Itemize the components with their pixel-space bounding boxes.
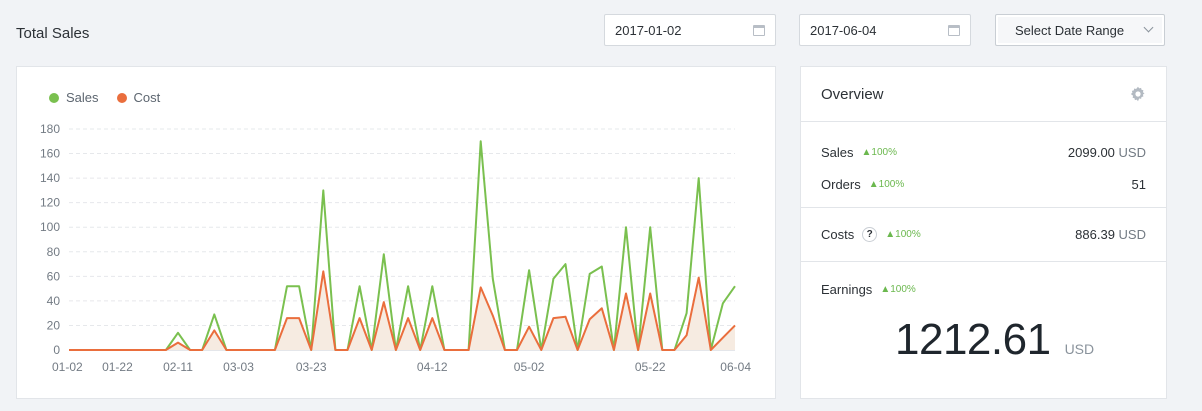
costs-help-icon[interactable]: ? [862, 227, 878, 242]
gear-icon[interactable] [1130, 86, 1146, 102]
legend-item-sales[interactable]: Sales [49, 90, 99, 105]
legend-label-sales: Sales [66, 90, 99, 105]
x-tick-label: 01-22 [102, 360, 133, 374]
costs-value: 886.39 [1075, 227, 1115, 242]
overview-row-costs: Costs ? ▲100% 886.39 USD [801, 227, 1166, 242]
y-tick-label: 120 [40, 196, 60, 210]
legend-dot-cost [116, 92, 127, 103]
x-tick-label: 01-02 [52, 360, 83, 374]
orders-change-badge: ▲100% [868, 178, 905, 190]
orders-label: Orders [821, 176, 861, 192]
y-tick-label: 20 [47, 318, 61, 332]
costs-change-badge: ▲100% [885, 229, 921, 240]
x-tick-label: 02-11 [163, 360, 193, 374]
earnings-unit: USD [1064, 341, 1095, 357]
y-tick-label: 180 [40, 122, 60, 136]
chart-legend: Sales Cost [49, 90, 160, 105]
orders-value: 51 [1131, 176, 1146, 192]
x-tick-label: 06-04 [720, 360, 751, 374]
date-range-select[interactable]: Select Date Range [995, 14, 1165, 46]
overview-card: Overview Sales ▲100% 2099.00 USD Orders … [800, 66, 1167, 399]
sales-change-badge: ▲100% [861, 146, 898, 158]
overview-row-earnings: Earnings ▲100% [801, 262, 1166, 316]
calendar-icon[interactable] [948, 24, 960, 36]
sales-line-chart: 0 20 40 60 80 100 120 140 160 180 01-02 01-22 02-11 0… [40, 122, 751, 374]
y-tick-label: 140 [40, 171, 60, 185]
chevron-down-icon [1143, 22, 1154, 33]
y-tick-label: 80 [47, 245, 61, 259]
sales-value: 2099.00 [1067, 144, 1115, 160]
sales-label: Sales [821, 144, 854, 160]
costs-unit: USD [1118, 227, 1146, 242]
legend-item-cost[interactable]: Cost [116, 90, 161, 105]
x-tick-label: 05-22 [635, 360, 666, 374]
y-tick-label: 40 [47, 294, 61, 308]
earnings-total: 1212.61 USD [895, 315, 1094, 365]
x-tick-label: 04-12 [417, 360, 448, 374]
series-line-cost [69, 270, 736, 351]
earnings-label: Earnings [821, 281, 873, 297]
sales-unit: USD [1118, 144, 1146, 160]
legend-dot-sales [49, 92, 59, 103]
x-tick-label: 03-03 [223, 360, 254, 374]
page-title: Total Sales [16, 25, 90, 42]
costs-label: Costs [821, 227, 855, 242]
earnings-value: 1212.61 [895, 315, 1051, 364]
y-tick-label: 60 [47, 269, 61, 283]
end-date-input[interactable]: 2017-06-04 [799, 14, 971, 46]
end-date-value: 2017-06-04 [810, 22, 877, 38]
calendar-icon[interactable] [753, 24, 765, 36]
sales-chart-card: Sales Cost 0 20 40 60 80 100 120 140 160 180 01-02… [16, 66, 776, 399]
x-tick-label: 05-02 [514, 360, 545, 374]
overview-title: Overview [821, 85, 884, 103]
date-range-label: Select Date Range [1015, 22, 1125, 38]
overview-row-sales: Sales ▲100% 2099.00 USD [801, 136, 1166, 168]
series-line-sales [69, 140, 736, 351]
y-tick-label: 100 [40, 220, 60, 234]
y-tick-label: 160 [40, 147, 60, 161]
start-date-input[interactable]: 2017-01-02 [604, 14, 776, 46]
y-tick-label: 0 [53, 343, 60, 357]
series-area-cost [69, 271, 735, 350]
earnings-change-badge: ▲100% [880, 283, 916, 295]
start-date-value: 2017-01-02 [615, 22, 682, 38]
x-tick-label: 03-23 [296, 360, 327, 374]
legend-label-cost: Cost [133, 90, 161, 105]
overview-row-orders: Orders ▲100% 51 [801, 168, 1166, 200]
